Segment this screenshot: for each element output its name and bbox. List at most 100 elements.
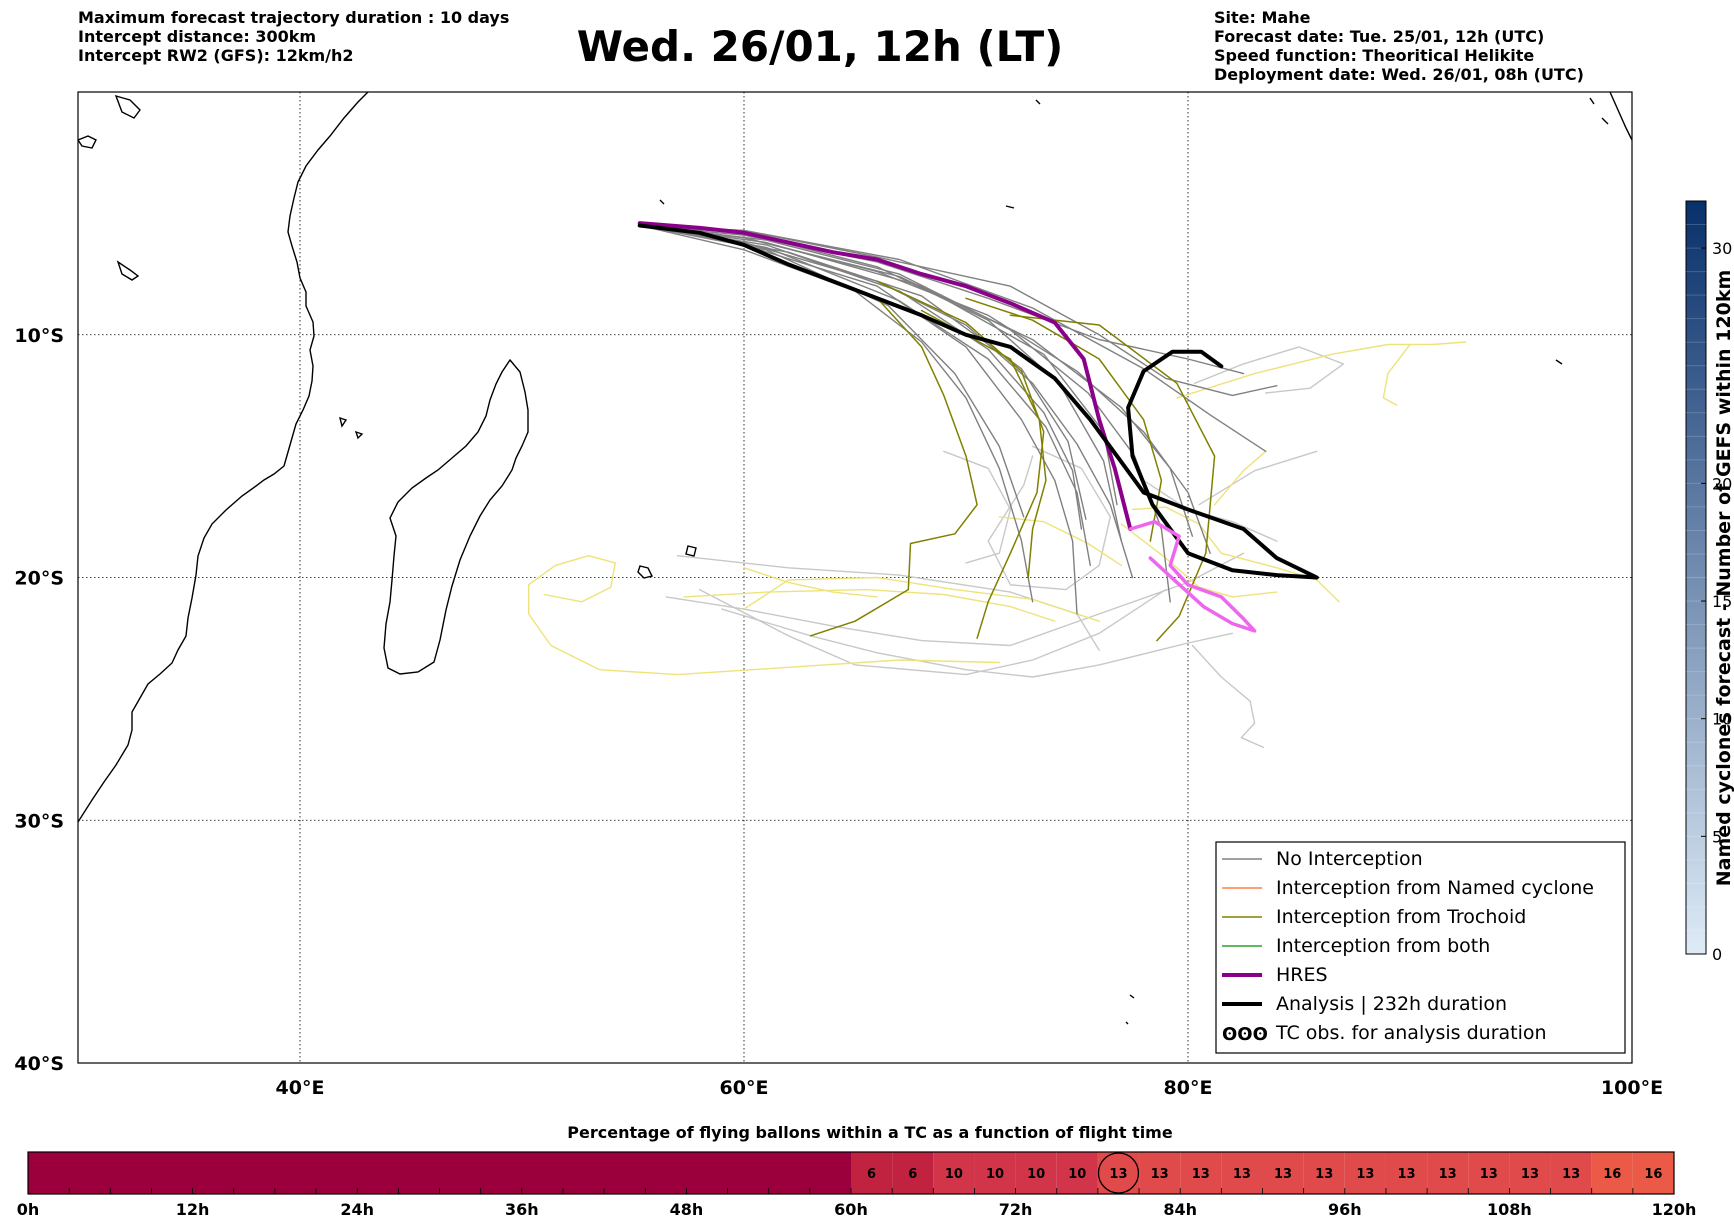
timeline-cell — [1385, 1152, 1428, 1194]
legend-label: Interception from both — [1276, 935, 1490, 957]
legend: No Interception Interception from Named c… — [1215, 841, 1626, 1054]
tc-obs-line — [1128, 519, 1257, 633]
timeline-hour-label: 84h — [1163, 1200, 1197, 1219]
timeline-cell — [1509, 1152, 1551, 1194]
lat-label: 30°S — [14, 810, 64, 832]
timeline-cell-label: 6 — [908, 1167, 917, 1182]
timeline-cell-label: 13 — [1356, 1167, 1374, 1182]
madagascar-coastline — [383, 358, 529, 675]
timeline-hour-label: 0h — [17, 1200, 40, 1219]
yellow-track — [528, 555, 1000, 676]
yellow-track — [743, 576, 1100, 622]
timeline-cell — [1139, 1152, 1181, 1194]
timeline-cell-label: 13 — [1274, 1167, 1292, 1182]
deployment-date-text: Deployment date: Wed. 26/01, 08h (UTC) — [1214, 65, 1584, 84]
legend-label: No Interception — [1276, 848, 1423, 870]
tc-obs-symbol-icon: ʘʘʘ — [1222, 1024, 1268, 1045]
light-track — [987, 445, 1111, 591]
tracks-layer — [528, 221, 1467, 749]
no-interception-track — [639, 224, 1034, 603]
legend-item: Interception from Named cyclone — [1222, 877, 1594, 899]
timeline-cell — [1015, 1152, 1057, 1194]
header-right-info: Site: Mahe Forecast date: Tue. 25/01, 12… — [1214, 8, 1584, 84]
timeline-cell — [1056, 1152, 1098, 1194]
yellow-track — [1213, 450, 1267, 506]
timeline-cell-label: 6 — [867, 1167, 876, 1182]
legend-box — [1215, 841, 1626, 1054]
timeline-cell-label: 16 — [1603, 1167, 1621, 1182]
light-track — [1198, 450, 1318, 506]
map-border — [77, 91, 1633, 1064]
timeline-cell-label: 13 — [1109, 1167, 1127, 1182]
lon-label: 80°E — [1164, 1077, 1213, 1099]
timeline-cell — [1262, 1152, 1304, 1194]
light-track — [665, 552, 1245, 647]
colorbar-tick-label: 30 — [1712, 239, 1732, 258]
light-track — [1194, 346, 1345, 394]
light-gray-tracks — [665, 346, 1345, 749]
coastlines — [78, 92, 1632, 1025]
trochoid-interception-tracks — [809, 280, 1216, 642]
timeline-hour-label: 120h — [1652, 1200, 1697, 1219]
islands-small — [659, 97, 1609, 1025]
no-interception-tracks — [639, 224, 1278, 615]
no-interception-track — [639, 224, 1134, 579]
timeline-cell — [1221, 1152, 1263, 1194]
timeline-cell — [1632, 1152, 1674, 1194]
timeline-cell — [1591, 1152, 1633, 1194]
timeline-cell — [1468, 1152, 1510, 1194]
colorbar-bar — [1685, 200, 1707, 955]
trochoid-track — [876, 280, 1045, 639]
legend-label: Interception from Trochoid — [1276, 906, 1526, 928]
timeline-title: Percentage of flying ballons within a TC… — [567, 1123, 1173, 1142]
timeline-cell — [1427, 1152, 1469, 1194]
no-interception-track — [639, 224, 1245, 375]
africa-coastline — [78, 92, 369, 823]
timeline-cell — [892, 1152, 934, 1194]
intercept-distance-text: Intercept distance: 300km — [78, 27, 317, 46]
yellow-track — [1131, 506, 1340, 603]
legend-label: Analysis | 232h duration — [1276, 993, 1507, 1015]
analysis-line — [637, 223, 1319, 580]
no-interception-track — [639, 224, 1091, 567]
timeline-hour-label: 12h — [176, 1200, 210, 1219]
lon-label: 60°E — [720, 1077, 769, 1099]
timeline-hour-label: 72h — [999, 1200, 1033, 1219]
timeline-cell-label: 13 — [1192, 1167, 1210, 1182]
lat-label: 10°S — [14, 325, 64, 347]
colorbar-tick-label: 15 — [1712, 592, 1732, 611]
light-track — [676, 555, 1100, 651]
no-interception-track — [639, 224, 1194, 537]
lon-label: 100°E — [1601, 1077, 1663, 1099]
yellow-track — [998, 516, 1123, 567]
yellow-track — [1176, 341, 1467, 399]
timeline-cell — [851, 1152, 893, 1194]
legend-item: Analysis | 232h duration — [1222, 993, 1507, 1015]
timeline-hour-label: 108h — [1487, 1200, 1532, 1219]
timeline-cell-label: 13 — [1562, 1167, 1580, 1182]
colorbar: 0 5 10 15 20 30 Named cyclones forecast - Num… — [1685, 200, 1734, 964]
flight-time-timeline: Percentage of flying ballons within a TC… — [17, 1123, 1697, 1219]
timeline-cell-label: 13 — [1151, 1167, 1169, 1182]
comoros-coastline — [339, 416, 364, 440]
page-title: Wed. 26/01, 12h (LT) — [576, 22, 1064, 71]
light-track — [721, 608, 1234, 678]
light-track — [1191, 644, 1265, 749]
timeline-cell — [1344, 1152, 1386, 1194]
site-text: Site: Mahe — [1214, 8, 1311, 27]
header-left-info: Maximum forecast trajectory duration : 1… — [78, 8, 509, 65]
hres-track — [637, 221, 1133, 531]
socotra-coastline — [116, 260, 140, 281]
timeline-cell — [933, 1152, 975, 1194]
timeline-cell-label: 13 — [1480, 1167, 1498, 1182]
no-interception-track — [639, 224, 1078, 615]
timeline-cell-label: 13 — [1315, 1167, 1333, 1182]
light-track — [943, 450, 1012, 564]
intercept-rw2-text: Intercept RW2 (GFS): 12km/h2 — [78, 46, 354, 65]
timeline-cell-label: 10 — [1027, 1167, 1045, 1182]
longitude-labels: 40°E 60°E 80°E 100°E — [276, 1077, 1664, 1099]
tc-obs-track — [1128, 519, 1257, 633]
trochoid-track — [1009, 314, 1216, 642]
reunion-coastline — [685, 545, 697, 557]
